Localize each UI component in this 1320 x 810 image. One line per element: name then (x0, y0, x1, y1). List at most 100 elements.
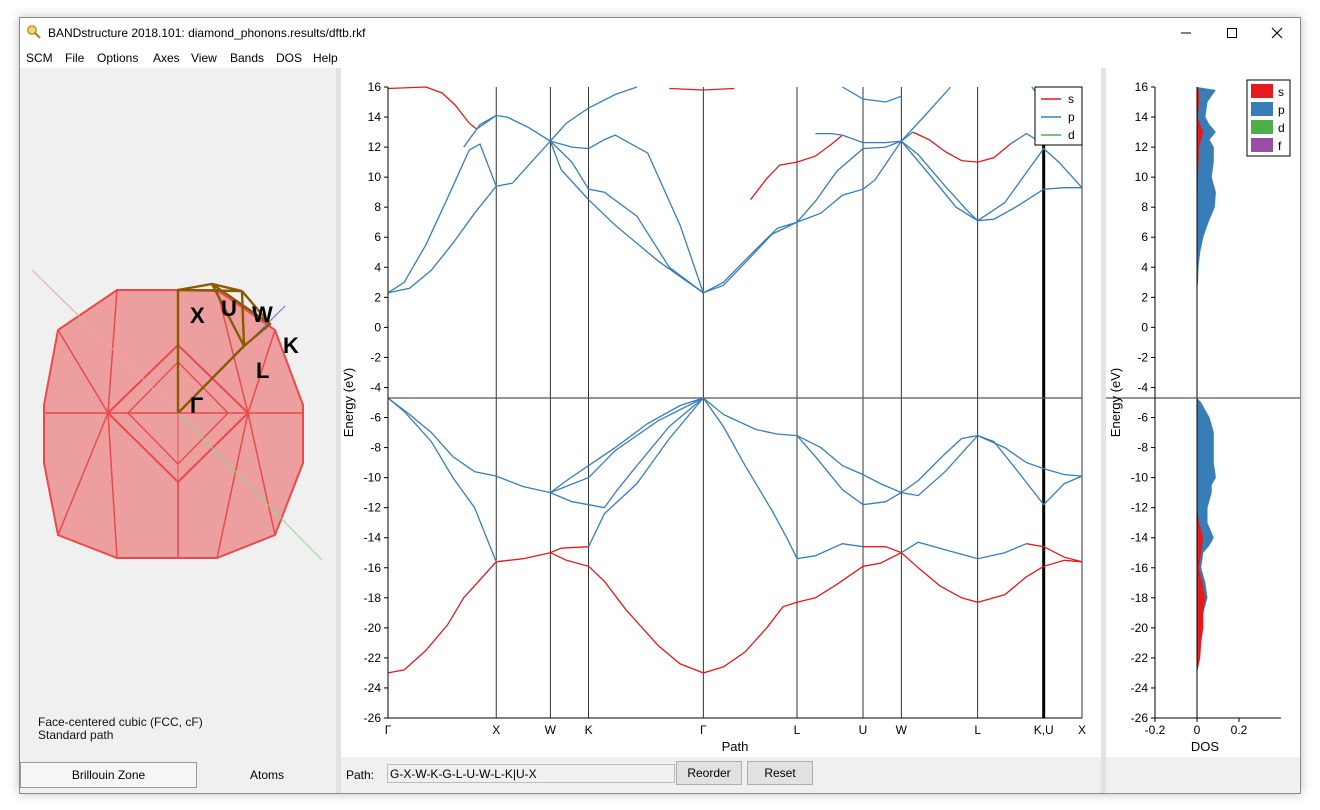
band-line-p (815, 132, 843, 136)
kpoint-tick-label: Γ (700, 723, 707, 737)
y-tick-label: 12 (368, 140, 382, 154)
splitter-left[interactable] (336, 68, 341, 793)
band-line-p (702, 397, 902, 494)
y-tick-label: 14 (368, 110, 382, 124)
y-tick-label: -12 (364, 501, 382, 515)
menu-bands[interactable]: Bands (230, 51, 265, 65)
reset-button[interactable]: Reset (747, 761, 813, 785)
band-line-p (550, 397, 704, 494)
y-tick-label: 6 (374, 230, 381, 244)
dos-y-tick-label: -26 (1131, 711, 1149, 725)
band-line-p (550, 397, 704, 509)
y-tick-label: 4 (374, 260, 381, 274)
band-line-p (796, 434, 1083, 506)
dos-area-p (1197, 87, 1216, 290)
dos-y-tick-label: -16 (1131, 561, 1149, 575)
dos-y-tick-label: 4 (1141, 260, 1148, 274)
dos-y-tick-label: 0 (1141, 320, 1148, 334)
kpoint-tick-label: X (492, 723, 500, 737)
reorder-button[interactable]: Reorder (676, 761, 742, 785)
y-tick-label: -22 (364, 651, 382, 665)
y-tick-label: -10 (364, 471, 382, 485)
band-line-p (702, 140, 902, 294)
dos-legend-label-d: d (1278, 121, 1285, 135)
kpoint-tick-label: W (896, 723, 908, 737)
x-axis-label: Path (722, 739, 749, 754)
y-tick-label: -18 (364, 591, 382, 605)
band-line-p (900, 140, 1082, 222)
band-line-p (387, 140, 551, 294)
band-structure-chart[interactable]: Γ X W K Γ L U W L K,U X 16 14 12 10 8 6 4 2 0 -2 -4 -6 -8 -10 -1… (341, 68, 1101, 758)
band-line-p (549, 140, 704, 294)
band-line-s (669, 87, 735, 91)
dos-legend-label-f: f (1278, 139, 1282, 153)
menu-scm[interactable]: SCM (26, 51, 53, 65)
dos-area-s (1197, 507, 1206, 673)
band-line-s (1026, 543, 1083, 563)
menu-axes[interactable]: Axes (153, 51, 180, 65)
menu-dos[interactable]: DOS (276, 51, 303, 65)
close-button[interactable] (1254, 18, 1300, 48)
dos-y-tick-label: 12 (1135, 140, 1149, 154)
dos-x-axis-label: DOS (1191, 739, 1220, 754)
band-line-p (900, 541, 1027, 560)
y-tick-label: 10 (368, 170, 382, 184)
band-line-s (550, 552, 902, 674)
dos-chart[interactable]: 16 14 12 10 8 6 4 2 0 -2 -4 -6 -8 -10 -12 -14 -16 -18 -20 -… (1106, 68, 1300, 758)
y-tick-label: -24 (364, 681, 382, 695)
band-legend-label-p: p (1068, 110, 1075, 124)
dos-y-tick-label: 14 (1135, 110, 1149, 124)
dos-y-tick-label: -2 (1137, 350, 1148, 364)
bz-label-u: U (221, 296, 237, 321)
tab-atoms[interactable]: Atoms (198, 762, 336, 788)
band-line-p (900, 140, 1083, 222)
dos-y-tick-label: -8 (1137, 441, 1148, 455)
path-bar: Path: Reorder Reset (341, 757, 1101, 793)
menu-help[interactable]: Help (313, 51, 338, 65)
y-tick-label: -14 (364, 531, 382, 545)
band-line-s (863, 546, 1083, 603)
menu-file[interactable]: File (65, 51, 85, 65)
maximize-button[interactable] (1209, 18, 1255, 48)
kpoint-tick-label: X (1078, 723, 1086, 737)
dos-area-s (1197, 87, 1204, 208)
band-line-s (387, 86, 478, 130)
y-tick-label: -2 (370, 350, 381, 364)
brillouin-zone-panel: X U W K L Γ Face-centered cubic (FCC, cF… (20, 68, 336, 793)
dos-y-tick-label: -12 (1131, 501, 1149, 515)
y-tick-label: 8 (374, 200, 381, 214)
dos-y-tick-label: 16 (1135, 80, 1149, 94)
dos-legend-label-s: s (1278, 85, 1284, 99)
dos-x-tick-label: -0.2 (1145, 723, 1166, 737)
band-line-p (702, 397, 864, 560)
ky-axis (177, 412, 323, 561)
tab-brillouin-zone[interactable]: Brillouin Zone (20, 762, 197, 788)
splitter-right[interactable] (1101, 68, 1106, 793)
brillouin-zone-view[interactable]: X U W K L Γ (20, 68, 336, 758)
band-line-p (901, 434, 1083, 497)
maximize-icon (1227, 28, 1237, 38)
path-type-text: Standard path (38, 728, 114, 742)
dos-y-tick-label: -18 (1131, 591, 1149, 605)
menu-options[interactable]: Options (97, 51, 139, 65)
dos-legend-swatch-f (1251, 138, 1273, 152)
dos-y-axis-label: Energy (eV) (1108, 368, 1123, 437)
dos-footer (1106, 757, 1300, 793)
band-line-p (900, 86, 952, 142)
kpoint-tick-label: W (545, 723, 557, 737)
bz-label-x: X (190, 303, 205, 328)
band-line-p (387, 143, 497, 294)
high-symmetry-path (176, 282, 272, 414)
minimize-button[interactable] (1163, 18, 1209, 48)
dos-y-tick-label: -4 (1137, 380, 1148, 394)
app-icon (26, 24, 42, 40)
bz-label-w: W (252, 302, 273, 327)
title-bar: BANDstructure 2018.101: diamond_phonons.… (20, 18, 1300, 48)
dos-y-tick-label: -22 (1131, 651, 1149, 665)
kpoint-tick-label: Γ (385, 723, 392, 737)
y-tick-label: -8 (370, 441, 381, 455)
menu-view[interactable]: View (191, 51, 217, 65)
dos-legend-swatch-s (1251, 84, 1273, 98)
path-input[interactable] (387, 764, 675, 783)
window-title: BANDstructure 2018.101: diamond_phonons.… (48, 26, 366, 40)
